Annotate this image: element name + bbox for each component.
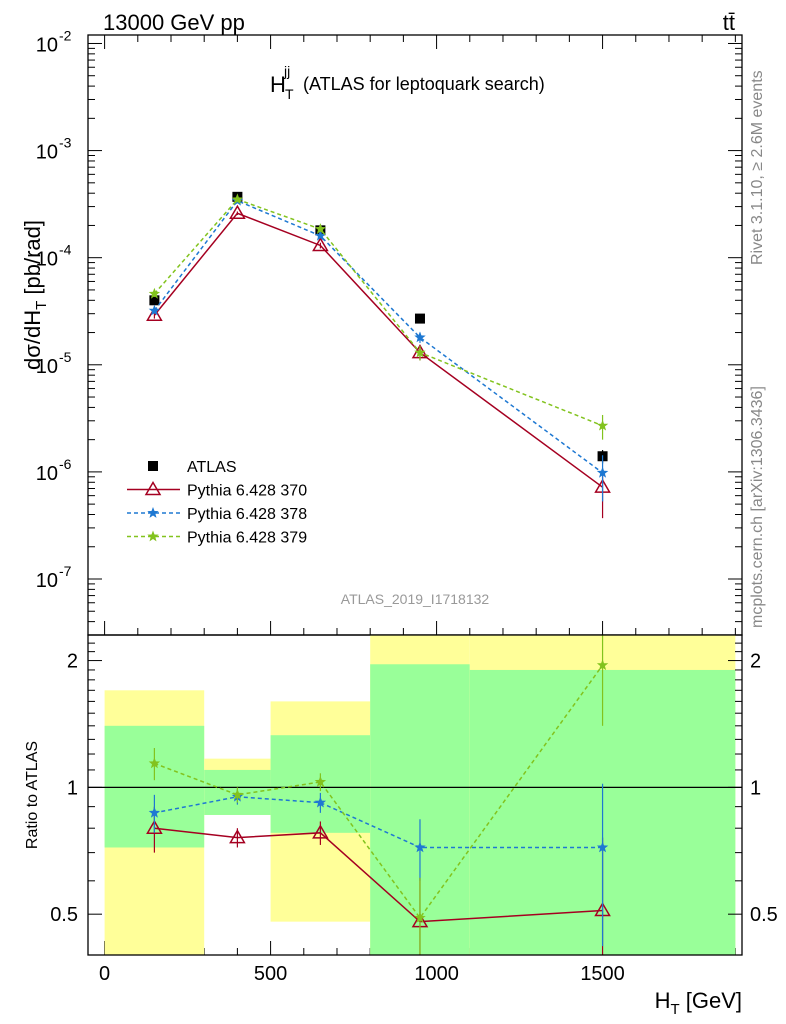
ratio-point bbox=[414, 911, 426, 923]
y-tick-label-exponent: -4 bbox=[59, 242, 72, 258]
ratio-point bbox=[414, 841, 426, 853]
x-tick-label: 1500 bbox=[580, 963, 625, 985]
data-point bbox=[596, 466, 609, 478]
x-tick-label: 1000 bbox=[414, 963, 459, 985]
title-symbol: H bbox=[270, 72, 286, 97]
ratio-point bbox=[314, 776, 327, 787]
ratio-point bbox=[231, 788, 244, 800]
x-axis-label: HT [GeV] bbox=[655, 988, 742, 1018]
legend-label: Pythia 6.428 378 bbox=[187, 506, 307, 523]
y-tick-label-exponent: -3 bbox=[59, 135, 72, 151]
series-line bbox=[153, 199, 604, 474]
ratio-panel: 0.5 0.5 1 1 2 2 0 500 1000 1500 Ratio to ATLAS HT… bbox=[24, 634, 778, 1018]
watermark: ATLAS_2019_I1718132 bbox=[341, 591, 490, 607]
y-tick-label: 10 bbox=[36, 34, 58, 56]
y-tick-label-exponent: -2 bbox=[59, 27, 72, 43]
y-tick-label: 10 bbox=[36, 142, 58, 164]
legend: ATLAS Pythia 6.428 370 Pythia 6.428 378 Pyt… bbox=[127, 459, 307, 547]
ratio-point bbox=[146, 819, 163, 834]
ratio-point bbox=[148, 757, 161, 769]
data-point bbox=[314, 229, 327, 241]
ratio-point bbox=[314, 796, 327, 808]
ratio-line bbox=[154, 664, 604, 920]
legend-marker bbox=[147, 530, 159, 542]
ratio-point bbox=[312, 824, 329, 839]
ratio-y-tick-label: 2 bbox=[67, 651, 78, 673]
main-ylabel: dσ/dHT [pb/rad] bbox=[20, 220, 50, 370]
ratio-y-tick-label-right: 2 bbox=[750, 651, 761, 673]
y-tick-label-exponent: -6 bbox=[59, 456, 72, 472]
data-point bbox=[231, 193, 244, 205]
data-point bbox=[312, 236, 329, 252]
title-symbol-sub: T bbox=[285, 86, 294, 102]
ratio-frame bbox=[87, 634, 743, 956]
data-point bbox=[148, 287, 161, 299]
data-point bbox=[414, 346, 426, 358]
ratio-line bbox=[154, 796, 603, 849]
energy-label: 13000 GeV pp bbox=[103, 10, 245, 35]
x-tick-label: 500 bbox=[254, 963, 287, 985]
ratio-point bbox=[596, 659, 609, 671]
rivet-label: Rivet 3.1.10, ≥ 2.6M events bbox=[749, 70, 766, 265]
ratio-point bbox=[148, 806, 161, 818]
legend-marker bbox=[147, 507, 159, 518]
data-point bbox=[229, 204, 246, 219]
data-point bbox=[414, 331, 426, 343]
ratio-y-tick-label-right: 0.5 bbox=[750, 904, 778, 926]
x-tick-label: 0 bbox=[99, 963, 110, 985]
legend-label: Pythia 6.428 379 bbox=[187, 530, 307, 547]
ratio-y-tick-label-right: 1 bbox=[750, 777, 761, 799]
data-point bbox=[314, 223, 327, 234]
data-point bbox=[148, 304, 161, 316]
ratio-point bbox=[596, 841, 609, 853]
legend-marker bbox=[144, 481, 162, 496]
y-tick-label: 10 bbox=[36, 463, 58, 485]
y-tick-label-exponent: -5 bbox=[59, 349, 72, 365]
legend-label: ATLAS bbox=[187, 459, 237, 476]
ratio-ylabel: Ratio to ATLAS bbox=[24, 741, 41, 849]
ratio-point bbox=[229, 829, 246, 844]
data-point bbox=[149, 295, 160, 306]
data-point bbox=[596, 419, 609, 431]
y-tick-label-exponent: -7 bbox=[59, 563, 72, 579]
mcplots-label: mcplots.cern.ch [arXiv:1306.3436] bbox=[749, 386, 766, 628]
data-point bbox=[146, 306, 163, 322]
y-tick-label: 10 bbox=[36, 356, 58, 378]
process-label: tt̄ bbox=[723, 10, 735, 35]
series-2 bbox=[148, 194, 609, 502]
ratio-series-2 bbox=[148, 635, 609, 955]
title-symbol-sup: jj bbox=[283, 63, 290, 79]
chart-title: H jj T (ATLAS for leptoquark search) bbox=[270, 63, 545, 102]
data-point bbox=[414, 313, 425, 324]
series-0 bbox=[149, 191, 608, 464]
y-tick-label: 10 bbox=[36, 570, 58, 592]
series-3 bbox=[148, 193, 609, 440]
ratio-y-tick-label: 1 bbox=[67, 777, 78, 799]
y-tick-label: 10 bbox=[36, 249, 58, 271]
legend-label: Pythia 6.428 370 bbox=[187, 483, 307, 500]
legend-marker bbox=[148, 461, 158, 471]
series-line bbox=[153, 212, 604, 488]
ratio-y-tick-label: 0.5 bbox=[50, 904, 78, 926]
title-text: (ATLAS for leptoquark search) bbox=[303, 74, 545, 94]
